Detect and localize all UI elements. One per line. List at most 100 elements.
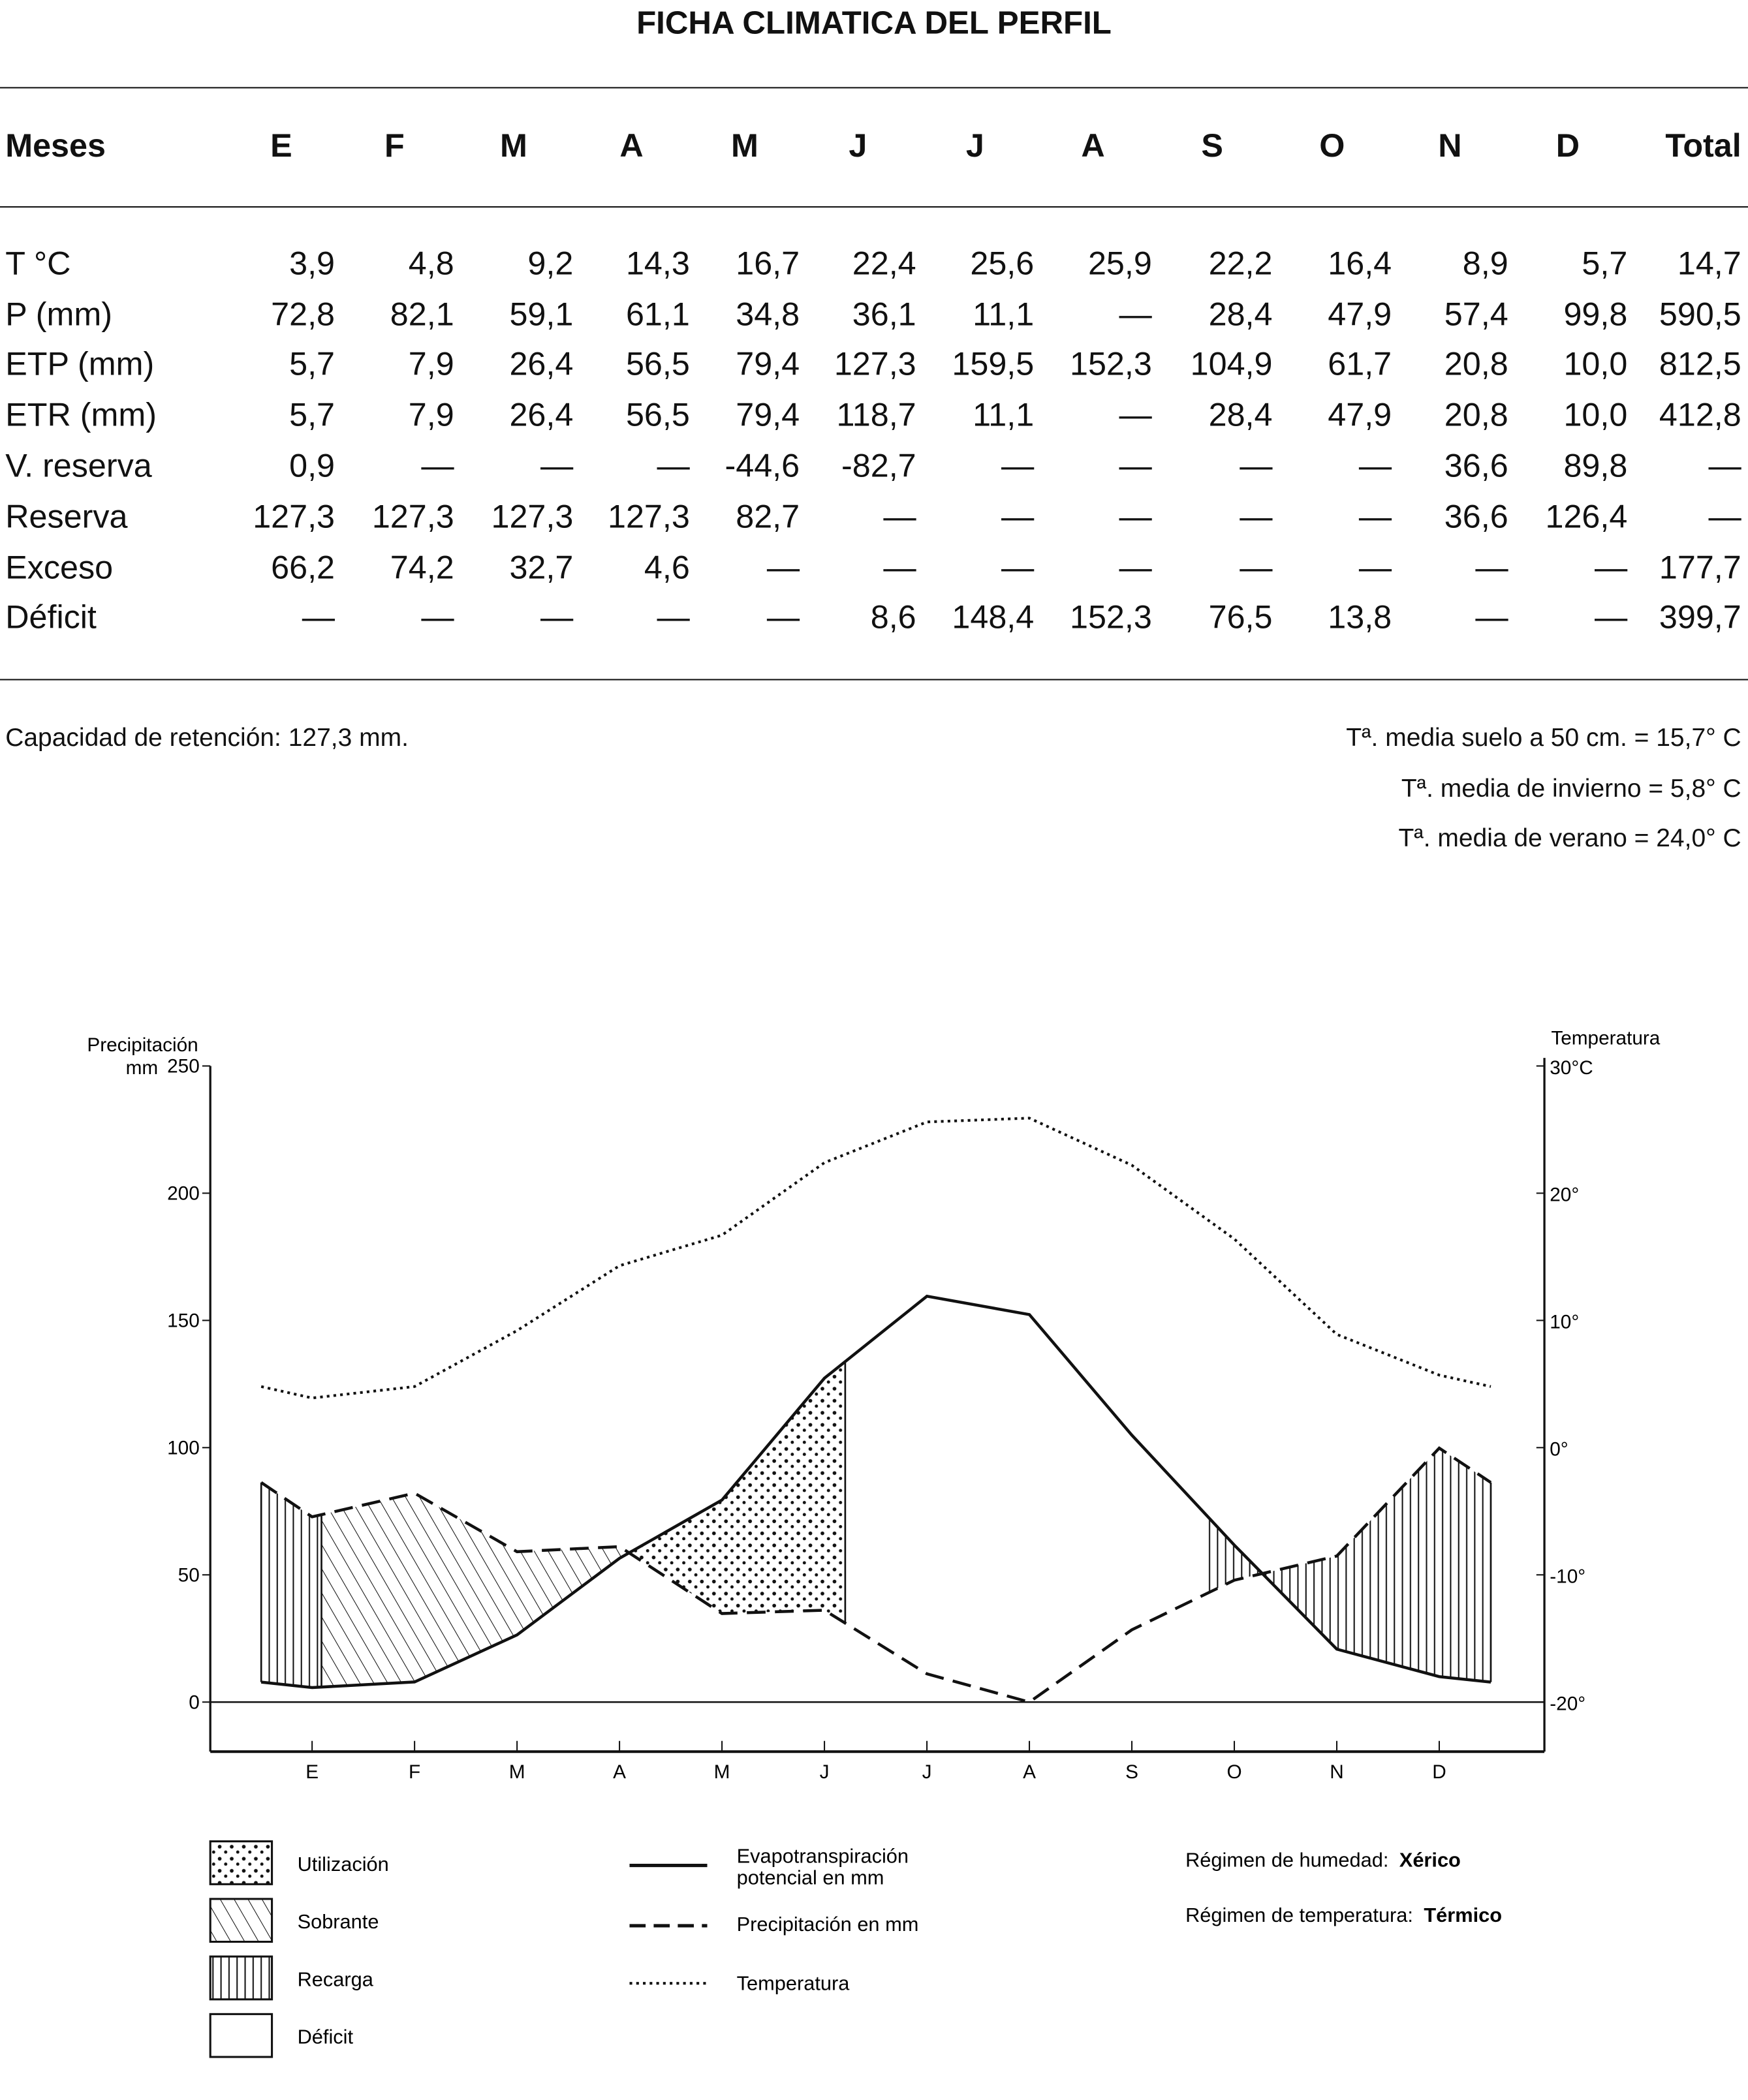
column-header: E bbox=[270, 129, 292, 165]
table-cell: 36,6 bbox=[1444, 448, 1508, 486]
table-cell: 72,8 bbox=[271, 296, 336, 333]
table-cell: — bbox=[1119, 296, 1152, 333]
legend-swatch-sobrante bbox=[209, 1898, 273, 1943]
table-cell: — bbox=[657, 448, 690, 486]
row-label: Déficit bbox=[5, 600, 97, 637]
table-row: Exceso 66,2 74,2 32,7 4,6 — — — — — — — — 177,7 bbox=[0, 544, 1741, 594]
table-cell: 14,7 bbox=[1677, 246, 1741, 283]
table-cell: 36,1 bbox=[852, 296, 916, 333]
legend-label-recarga: Recarga bbox=[298, 1968, 374, 1990]
y2-tick-label: 20° bbox=[1550, 1184, 1579, 1206]
table-cell: 57,4 bbox=[1444, 296, 1508, 333]
table-cell: 177,7 bbox=[1659, 549, 1741, 587]
table-row: P (mm) 72,8 82,1 59,1 61,1 34,8 36,1 11,1 — 28,4 4… bbox=[0, 290, 1741, 341]
climate-table: Meses E F M A M J J A S O N D Total T °C 3,9 4,8 9,2 14,3… bbox=[0, 115, 1741, 644]
table-cell: — bbox=[1708, 499, 1741, 536]
table-cell: 20,8 bbox=[1444, 347, 1508, 384]
table-cell: 25,6 bbox=[970, 246, 1035, 283]
table-row: V. reserva 0,9 — — — -44,6 -82,7 — — — — 36,6 89,8 — bbox=[0, 442, 1741, 493]
table-cell: 10,0 bbox=[1563, 347, 1628, 384]
sobrante-area bbox=[321, 1493, 630, 1688]
table-cell: 8,6 bbox=[870, 600, 916, 637]
table-cell: 59,1 bbox=[509, 296, 574, 333]
table-cell: — bbox=[883, 549, 916, 587]
table-cell: 4,6 bbox=[644, 549, 690, 587]
table-cell: — bbox=[1595, 600, 1628, 637]
column-header: M bbox=[500, 129, 527, 165]
column-header: J bbox=[965, 129, 984, 165]
legend-label-line: potencial en mm bbox=[737, 1866, 884, 1889]
table-cell: 127,3 bbox=[834, 347, 916, 384]
winter-temp-note: Tª. media de invierno = 5,8° C bbox=[1401, 775, 1741, 804]
temperature-line bbox=[260, 1117, 1491, 1400]
x-tick-label: M bbox=[509, 1761, 525, 1783]
table-cell: 14,3 bbox=[625, 246, 690, 283]
table-cell: — bbox=[1119, 448, 1152, 486]
table-cell: 9,2 bbox=[527, 246, 574, 283]
table-cell: 10,0 bbox=[1563, 398, 1628, 435]
table-cell: 4,8 bbox=[408, 246, 454, 283]
table-cell: 47,9 bbox=[1328, 296, 1392, 333]
precipitation-line bbox=[260, 1446, 1492, 1704]
x-tick-label: O bbox=[1226, 1761, 1241, 1783]
table-row: ETR (mm) 5,7 7,9 26,4 56,5 79,4 118,7 11,1 — 28,4… bbox=[0, 392, 1741, 442]
table-cell: 47,9 bbox=[1328, 398, 1392, 435]
table-cell: 76,5 bbox=[1208, 600, 1273, 637]
x-tick-label: A bbox=[1023, 1761, 1036, 1783]
table-cell: 56,5 bbox=[625, 347, 690, 384]
table-cell: — bbox=[421, 600, 454, 637]
table-cell: — bbox=[1358, 499, 1392, 536]
y-tick-label: 100 bbox=[167, 1438, 200, 1459]
table-cell: 3,9 bbox=[289, 246, 336, 283]
table-cell: 127,3 bbox=[371, 499, 454, 536]
table-cell: 11,1 bbox=[973, 398, 1035, 435]
table-cell: — bbox=[1358, 448, 1392, 486]
legend-label-sobrante: Sobrante bbox=[298, 1910, 379, 1933]
table-cell: 159,5 bbox=[952, 347, 1035, 384]
column-header: A bbox=[1081, 129, 1105, 165]
left-axis-title: Precipitación bbox=[87, 1034, 198, 1056]
etp-line bbox=[260, 1294, 1491, 1690]
y2-tick-label: -20° bbox=[1550, 1693, 1585, 1715]
x-tick-label: S bbox=[1125, 1761, 1138, 1783]
table-cell: 82,1 bbox=[390, 296, 454, 333]
row-label: V. reserva bbox=[5, 448, 152, 486]
table-cell: 812,5 bbox=[1659, 347, 1741, 384]
table-cell: 25,9 bbox=[1087, 246, 1152, 283]
table-cell: 127,3 bbox=[491, 499, 574, 536]
table-cell: 152,3 bbox=[1069, 600, 1152, 637]
legend-label-line: Evapotranspiración bbox=[737, 1844, 909, 1867]
table-cell: — bbox=[1475, 549, 1508, 587]
table-cell: 34,8 bbox=[736, 296, 800, 333]
table-cell: 89,8 bbox=[1563, 448, 1628, 486]
x-tick-label: F bbox=[409, 1761, 420, 1783]
y2-tick-label: 30°C bbox=[1550, 1057, 1593, 1079]
y2-tick-label: -10° bbox=[1550, 1566, 1585, 1588]
table-cell: 11,1 bbox=[973, 296, 1035, 333]
table-cell: — bbox=[1240, 448, 1273, 486]
y-tick-label: 50 bbox=[178, 1565, 200, 1586]
moisture-regime: Régimen de humedad: Xérico bbox=[1185, 1849, 1461, 1872]
table-cell: — bbox=[1119, 398, 1152, 435]
table-cell: — bbox=[421, 448, 454, 486]
table-cell: 32,7 bbox=[509, 549, 574, 587]
table-cell: 5,7 bbox=[289, 347, 336, 384]
x-tick-label: E bbox=[305, 1761, 319, 1783]
table-cell: — bbox=[883, 499, 916, 536]
table-cell: 16,7 bbox=[736, 246, 800, 283]
row-label: Exceso bbox=[5, 549, 114, 587]
table-cell: 148,4 bbox=[952, 600, 1035, 637]
x-tick-label: J bbox=[820, 1761, 830, 1783]
moisture-regime-value: Xérico bbox=[1399, 1849, 1461, 1872]
moisture-regime-label: Régimen de humedad: bbox=[1185, 1849, 1388, 1872]
x-tick-label: D bbox=[1432, 1761, 1446, 1783]
utilizacion-area bbox=[629, 1361, 845, 1624]
table-cell: — bbox=[1240, 549, 1273, 587]
table-cell: 8,9 bbox=[1462, 246, 1508, 283]
column-header: F bbox=[384, 129, 405, 165]
y2-tick-label: 0° bbox=[1550, 1439, 1568, 1460]
legend-label-line: Temperatura bbox=[737, 1971, 851, 1994]
table-cell: 61,1 bbox=[625, 296, 690, 333]
column-header: Meses bbox=[5, 129, 106, 165]
